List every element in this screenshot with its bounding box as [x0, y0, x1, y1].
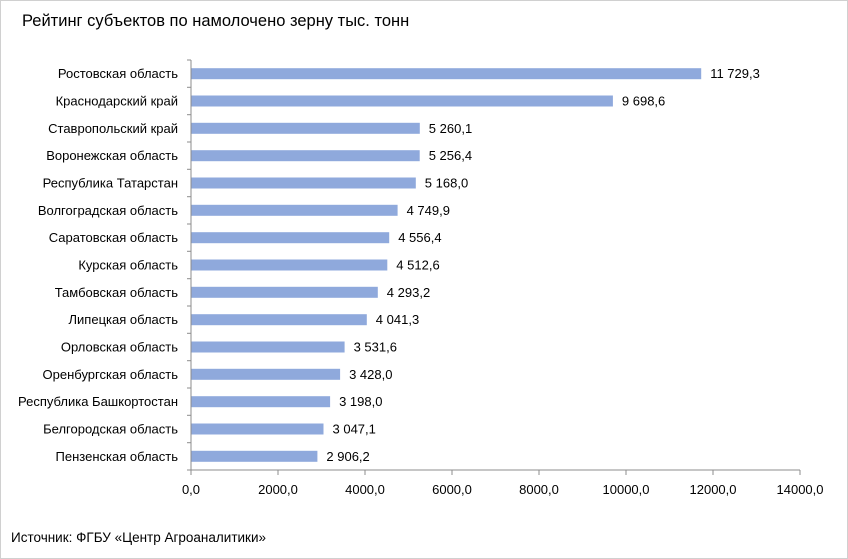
data-label: 3 531,6: [354, 340, 397, 355]
x-tick-label: 2000,0: [258, 482, 298, 497]
bar: [191, 341, 345, 353]
category-label: Ставропольский край: [48, 121, 178, 136]
category-label: Пензенская область: [56, 449, 179, 464]
x-tick-label: 4000,0: [345, 482, 385, 497]
chart-title: Рейтинг субъектов по намолочено зерну ты…: [22, 12, 410, 30]
data-label: 4 749,9: [407, 203, 450, 218]
x-tick-label: 6000,0: [432, 482, 472, 497]
category-label: Республика Татарстан: [43, 176, 178, 191]
bar: [191, 68, 702, 80]
category-label: Белгородская область: [43, 422, 178, 437]
source-note: Источник: ФГБУ «Центр Агроаналитики»: [11, 530, 266, 545]
bar: [191, 314, 367, 326]
bar: [191, 122, 420, 134]
data-label: 11 729,3: [710, 66, 760, 81]
data-label: 3 047,1: [333, 422, 376, 437]
category-label: Оренбургская область: [43, 367, 179, 382]
data-label: 5 168,0: [425, 176, 468, 191]
category-label: Волгоградская область: [38, 203, 178, 218]
bar: [191, 150, 420, 162]
category-label: Ростовская область: [58, 66, 178, 81]
bar: [191, 450, 318, 462]
category-label: Республика Башкортостан: [18, 394, 178, 409]
category-label: Курская область: [78, 258, 178, 273]
data-label: 3 428,0: [349, 367, 392, 382]
data-label: 3 198,0: [339, 394, 382, 409]
bar: [191, 177, 416, 189]
x-tick-label: 14000,0: [777, 482, 824, 497]
data-label: 9 698,6: [622, 94, 665, 109]
bar: [191, 286, 378, 298]
category-label: Краснодарский край: [56, 94, 178, 109]
bar: [191, 259, 388, 271]
data-label: 2 906,2: [326, 449, 369, 464]
data-label: 5 256,4: [429, 148, 472, 163]
data-label: 4 512,6: [396, 258, 439, 273]
bar: [191, 232, 390, 244]
x-tick-label: 10000,0: [603, 482, 650, 497]
bar: [191, 368, 341, 380]
bar: [191, 95, 613, 107]
category-label: Орловская область: [61, 340, 178, 355]
category-label: Саратовская область: [49, 230, 178, 245]
category-label: Тамбовская область: [55, 285, 179, 300]
x-tick-label: 8000,0: [519, 482, 559, 497]
data-label: 4 041,3: [376, 312, 419, 327]
x-tick-label: 0,0: [182, 482, 200, 497]
data-label: 4 556,4: [398, 230, 441, 245]
data-label: 4 293,2: [387, 285, 430, 300]
bar: [191, 423, 324, 435]
category-label: Воронежская область: [46, 148, 178, 163]
bar: [191, 204, 398, 216]
data-label: 5 260,1: [429, 121, 472, 136]
category-label: Липецкая область: [69, 312, 179, 327]
bar: [191, 396, 331, 408]
x-tick-label: 12000,0: [690, 482, 737, 497]
